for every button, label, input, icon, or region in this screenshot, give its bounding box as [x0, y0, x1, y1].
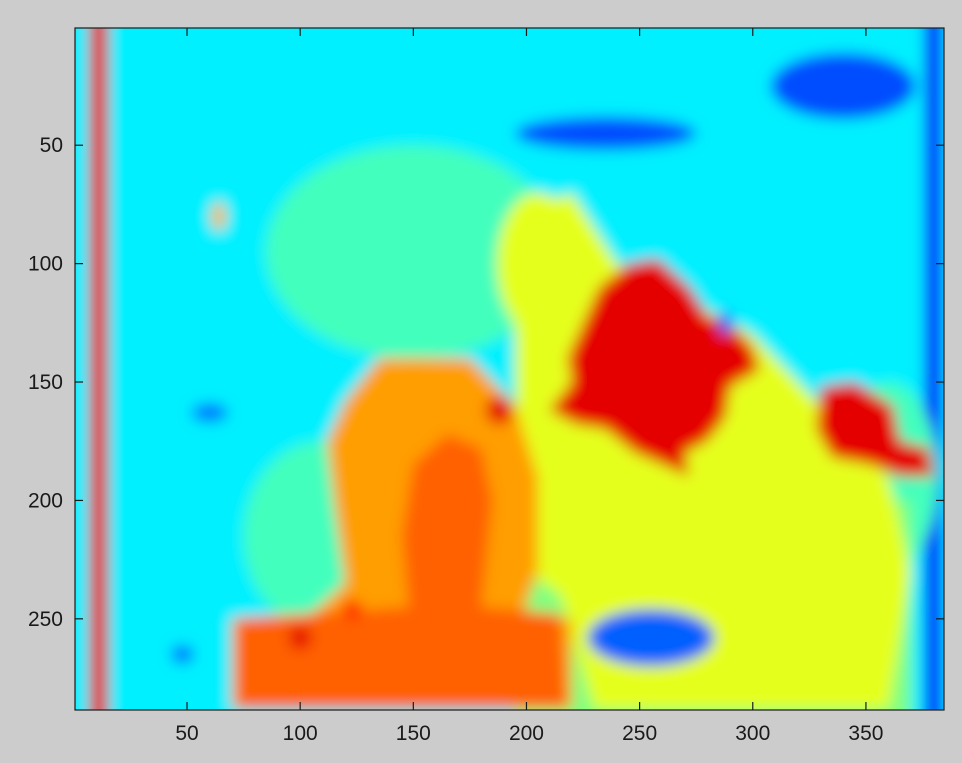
y-axis: 50 100 150 200 250: [28, 134, 944, 631]
x-tick-label: 350: [848, 722, 883, 745]
heatmap-region-12: [816, 382, 934, 477]
x-tick-label: 50: [175, 722, 198, 745]
heatmap-region-16: [211, 202, 226, 231]
heatmap-image: [75, 28, 944, 710]
heatmap-region-11: [549, 258, 760, 477]
heatmap-region-18: [770, 52, 916, 120]
x-tick-label: 300: [735, 722, 770, 745]
heatmap-region-14: [288, 625, 312, 650]
heatmap-region-13: [485, 396, 513, 425]
heatmap-region-22: [718, 310, 733, 335]
axes-frame: [74, 27, 945, 711]
x-tick-label: 200: [509, 722, 544, 745]
y-tick-label: 50: [40, 134, 63, 157]
heatmap-region-2: [924, 28, 943, 710]
y-tick-label: 100: [28, 253, 63, 276]
heatmap-region-20: [191, 403, 228, 423]
y-tick-label: 150: [28, 371, 63, 394]
y-tick-label: 200: [28, 489, 63, 512]
heatmap-region-3: [266, 145, 561, 359]
heatmap-region-21: [171, 644, 194, 664]
heatmap-region-15: [343, 599, 362, 619]
heatmap-region-8: [497, 192, 579, 335]
x-tick-label: 250: [622, 722, 657, 745]
heatmap-region-17: [515, 116, 697, 150]
x-tick-label: 150: [396, 722, 431, 745]
heatmap-region-1: [89, 28, 108, 710]
x-axis: 50 100 150 200 250 300 350: [175, 28, 883, 745]
y-tick-label: 250: [28, 608, 63, 631]
heatmap-region-10: [236, 434, 568, 709]
heatmap-region-19: [587, 609, 715, 667]
x-tick-label: 100: [283, 722, 318, 745]
